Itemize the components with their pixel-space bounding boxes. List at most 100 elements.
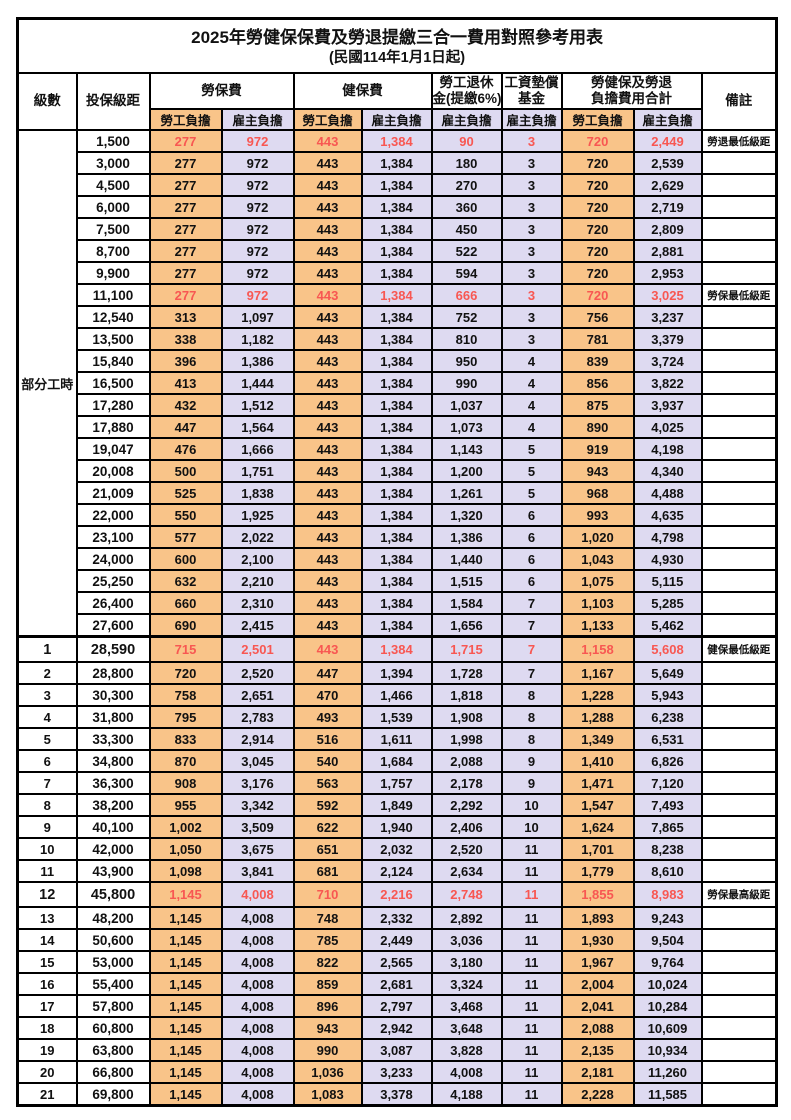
total-employee-cell: 943 — [560, 459, 635, 483]
note-cell — [700, 327, 778, 351]
bracket-cell: 3,000 — [75, 151, 151, 175]
health-employer-cell: 2,332 — [360, 906, 433, 930]
labor-employer-cell: 1,097 — [220, 305, 295, 329]
health-employer-cell: 1,394 — [360, 661, 433, 685]
wage-fund-employer-cell: 3 — [500, 129, 563, 153]
total-employer-cell: 5,285 — [632, 591, 703, 615]
total-employer-cell: 4,025 — [632, 415, 703, 439]
table-row: 14 50,600 1,145 4,008 785 2,449 3,036 11 1,930 9,… — [16, 928, 778, 952]
note-cell — [700, 906, 778, 930]
health-employee-cell: 443 — [292, 195, 363, 219]
total-employer-cell: 7,493 — [632, 793, 703, 817]
pension-employer-cell: 4,008 — [430, 1060, 503, 1084]
wage-fund-employer-cell: 3 — [500, 217, 563, 241]
note-cell — [700, 749, 778, 773]
health-employee-cell: 859 — [292, 972, 363, 996]
bracket-cell: 26,400 — [75, 591, 151, 615]
pension-employer-cell: 1,728 — [430, 661, 503, 685]
total-employee-cell: 720 — [560, 151, 635, 175]
wage-fund-employer-cell: 7 — [500, 661, 563, 685]
note-cell — [700, 415, 778, 439]
wage-fund-employer-cell: 4 — [500, 371, 563, 395]
pension-employer-cell: 180 — [430, 151, 503, 175]
wage-fund-employer-cell: 10 — [500, 815, 563, 839]
total-employee-cell: 1,043 — [560, 547, 635, 571]
total-employer-cell: 4,930 — [632, 547, 703, 571]
labor-employee-cell: 277 — [148, 173, 223, 197]
labor-employer-cell: 3,176 — [220, 771, 295, 795]
level-cell: 3 — [16, 683, 78, 707]
total-employer-cell: 4,198 — [632, 437, 703, 461]
labor-employee-cell: 1,145 — [148, 1082, 223, 1107]
total-employer-cell: 11,260 — [632, 1060, 703, 1084]
pension-employer-cell: 1,908 — [430, 705, 503, 729]
labor-employee-cell: 1,145 — [148, 994, 223, 1018]
note-cell — [700, 437, 778, 461]
health-employer-cell: 1,384 — [360, 217, 433, 241]
wage-fund-employer-cell: 11 — [500, 994, 563, 1018]
health-employer-cell: 2,797 — [360, 994, 433, 1018]
header-row-main: 級數 投保級距 勞保費 健保費 勞工退休 金(提繳6%) 工資墊償 基金 勞健保… — [16, 72, 778, 131]
bracket-cell: 34,800 — [75, 749, 151, 773]
total-employee-cell: 968 — [560, 481, 635, 505]
table-title-block: 2025年勞健保保費及勞退提繳三合一費用對照參考用表 (民國114年1月1日起) — [16, 17, 778, 74]
total-employer-cell: 4,488 — [632, 481, 703, 505]
wage-fund-employer-cell: 6 — [500, 569, 563, 593]
total-employee-cell: 756 — [560, 305, 635, 329]
wage-fund-employer-cell: 11 — [500, 859, 563, 883]
wage-fund-employer-cell: 6 — [500, 525, 563, 549]
labor-employee-cell: 577 — [148, 525, 223, 549]
total-employee-cell: 720 — [560, 283, 635, 307]
health-employer-cell: 1,940 — [360, 815, 433, 839]
health-employer-cell: 1,384 — [360, 481, 433, 505]
labor-employee-cell: 277 — [148, 261, 223, 285]
page-title: 2025年勞健保保費及勞退提繳三合一費用對照參考用表 — [191, 27, 603, 47]
table-row: 7,500 277 972 443 1,384 450 3 720 2,809 — [18, 217, 778, 241]
pension-employer-cell: 2,292 — [430, 793, 503, 817]
pension-employer-cell: 594 — [430, 261, 503, 285]
health-employer-cell: 1,757 — [360, 771, 433, 795]
bracket-cell: 43,900 — [75, 859, 151, 883]
pension-employer-cell: 1,715 — [430, 635, 503, 663]
table-row: 13 48,200 1,145 4,008 748 2,332 2,892 11 1,893 9,… — [16, 906, 778, 930]
health-employer-cell: 1,384 — [360, 503, 433, 527]
health-employee-cell: 443 — [292, 173, 363, 197]
table-row: 19,047 476 1,666 443 1,384 1,143 5 919 4,198 — [18, 437, 778, 461]
bracket-cell: 28,590 — [75, 635, 151, 663]
note-cell — [700, 972, 778, 996]
pension-employer-cell: 360 — [430, 195, 503, 219]
health-employer-cell: 2,449 — [360, 928, 433, 952]
total-employer-cell: 10,024 — [632, 972, 703, 996]
health-employer-cell: 1,611 — [360, 727, 433, 751]
health-employer-cell: 1,384 — [360, 195, 433, 219]
bracket-cell: 16,500 — [75, 371, 151, 395]
note-cell — [700, 661, 778, 685]
health-employer-cell: 2,216 — [360, 881, 433, 908]
total-employer-cell: 10,284 — [632, 994, 703, 1018]
health-employer-cell: 2,124 — [360, 859, 433, 883]
total-employee-cell: 1,967 — [560, 950, 635, 974]
pension-employer-cell: 1,261 — [430, 481, 503, 505]
health-employee-cell: 443 — [292, 437, 363, 461]
wage-fund-employer-cell: 5 — [500, 481, 563, 505]
total-employee-cell: 720 — [560, 239, 635, 263]
pension-employer-cell: 752 — [430, 305, 503, 329]
page-subtitle: (民國114年1月1日起) — [328, 50, 466, 67]
table-row: 26,400 660 2,310 443 1,384 1,584 7 1,103 5,285 — [18, 591, 778, 615]
health-employee-cell: 443 — [292, 327, 363, 351]
labor-employee-cell: 550 — [148, 503, 223, 527]
health-employee-cell: 443 — [292, 459, 363, 483]
total-employee-cell: 856 — [560, 371, 635, 395]
wage-fund-employer-cell: 3 — [500, 305, 563, 329]
note-cell: 健保最低級距 — [700, 635, 778, 663]
labor-employer-cell: 4,008 — [220, 994, 295, 1018]
total-employer-cell: 10,609 — [632, 1016, 703, 1040]
table-row: 17 57,800 1,145 4,008 896 2,797 3,468 11 2,041 10… — [16, 994, 778, 1018]
health-employer-cell: 1,384 — [360, 129, 433, 153]
wage-fund-employer-cell: 11 — [500, 928, 563, 952]
table-row: 2 28,800 720 2,520 447 1,394 1,728 7 1,167 5,649 — [16, 661, 778, 685]
total-employer-cell: 9,243 — [632, 906, 703, 930]
labor-employer-cell: 2,022 — [220, 525, 295, 549]
subheader-health-employee: 勞工負擔 — [292, 108, 363, 131]
labor-employee-cell: 525 — [148, 481, 223, 505]
